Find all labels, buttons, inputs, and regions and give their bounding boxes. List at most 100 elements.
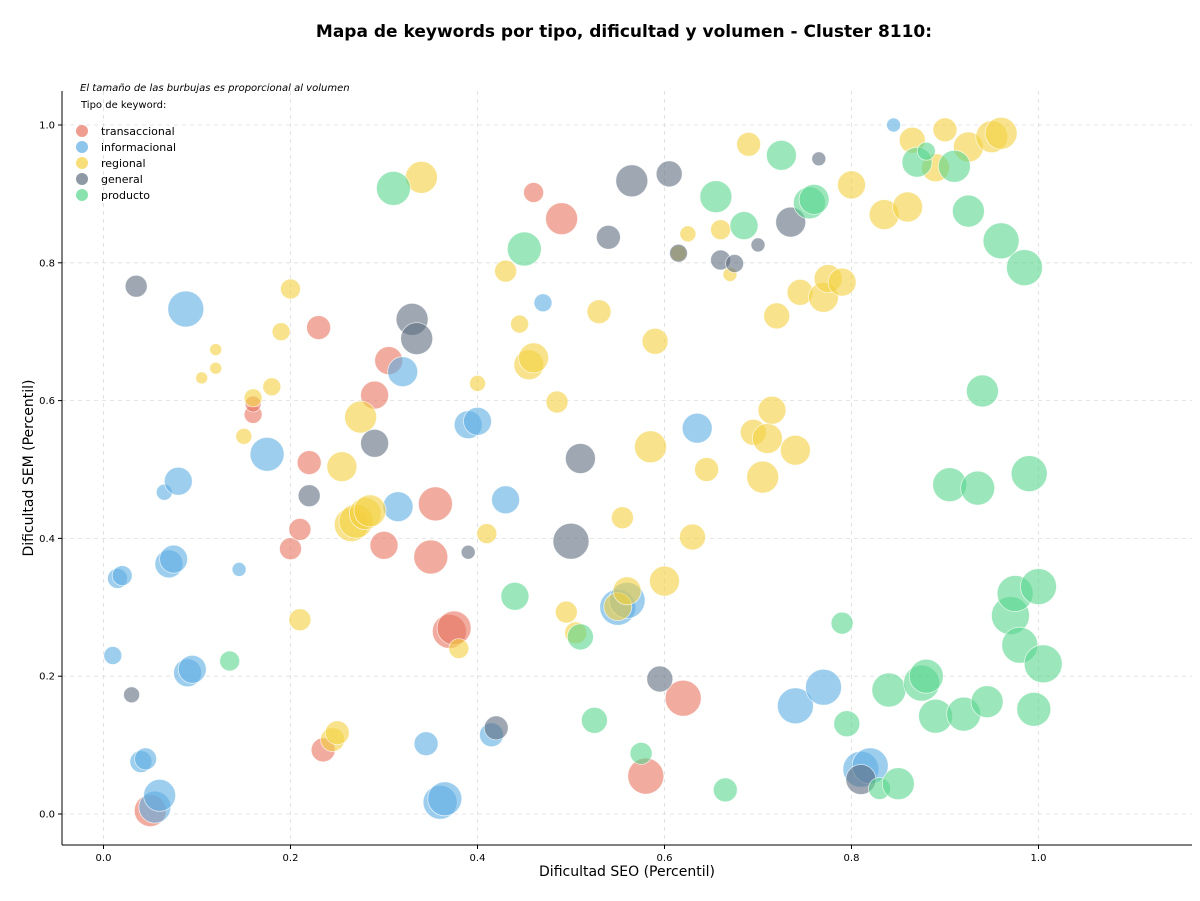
legend: transaccional informacional regional genera… xyxy=(76,125,176,202)
legend-label-informacional: informacional xyxy=(101,141,176,154)
bubble-producto-16 xyxy=(871,672,907,708)
bubble-regional-30 xyxy=(611,506,634,530)
legend-label-general: general xyxy=(101,173,143,186)
bubble-regional-0 xyxy=(195,371,209,385)
bubble-producto-2 xyxy=(500,581,530,611)
bubble-producto-17 xyxy=(881,767,915,801)
bubble-producto-34 xyxy=(1006,249,1043,287)
bubble-regional-37 xyxy=(679,523,706,551)
bubble-regional-11 xyxy=(326,451,358,483)
bubble-regional-20 xyxy=(476,523,498,544)
bubble-regional-6 xyxy=(271,322,291,342)
bubble-informacional-16 xyxy=(382,491,414,523)
bubble-regional-1 xyxy=(209,343,223,357)
bubble-regional-4 xyxy=(243,388,263,408)
bubble-informacional-11 xyxy=(167,290,205,328)
bubble-informacional-33 xyxy=(886,117,901,133)
bubble-regional-14 xyxy=(344,400,378,434)
bubble-producto-30 xyxy=(982,222,1020,260)
bubble-informacional-29 xyxy=(777,687,814,725)
bubble-regional-32 xyxy=(634,430,667,464)
bubble-producto-21 xyxy=(908,658,944,694)
bubble-informacional-17 xyxy=(387,356,419,388)
bubble-informacional-9 xyxy=(159,544,189,574)
bubble-producto-10 xyxy=(766,139,797,171)
bubble-general-0 xyxy=(123,686,141,704)
bubble-informacional-4 xyxy=(134,747,158,771)
bubble-regional-3 xyxy=(235,427,253,445)
bubble-general-11 xyxy=(615,164,649,198)
bubble-transaccional-6 xyxy=(306,315,332,341)
x-tick-label-3: 0.6 xyxy=(657,853,673,864)
bubble-producto-0 xyxy=(219,650,241,672)
bubble-regional-7 xyxy=(280,278,301,300)
bubble-informacional-15 xyxy=(249,436,285,472)
bubble-producto-35 xyxy=(1010,455,1048,493)
bubble-producto-1 xyxy=(375,170,411,206)
bubble-transaccional-15 xyxy=(523,182,544,203)
bubble-transaccional-12 xyxy=(417,486,453,522)
bubble-general-17 xyxy=(750,237,766,253)
bubble-general-2 xyxy=(297,484,321,508)
bubble-informacional-14 xyxy=(231,562,247,577)
bubble-regional-22 xyxy=(510,314,529,334)
bubble-informacional-0 xyxy=(103,646,123,665)
bubble-transaccional-9 xyxy=(369,530,399,560)
bubble-general-9 xyxy=(565,443,596,474)
y-tick-label-1: 0.2 xyxy=(39,672,55,683)
y-tick-label-0: 0.0 xyxy=(39,810,55,821)
bubble-transaccional-4 xyxy=(288,518,312,541)
bubble-general-13 xyxy=(655,160,683,188)
bubble-producto-27 xyxy=(970,685,1004,719)
bubble-producto-26 xyxy=(966,374,999,408)
bubble-general-3 xyxy=(360,428,390,458)
bubble-regional-60 xyxy=(984,116,1018,150)
bubble-regional-26 xyxy=(554,600,578,624)
bubble-informacional-2 xyxy=(111,565,133,586)
bubble-general-10 xyxy=(596,224,621,250)
x-tick-label-4: 0.8 xyxy=(844,853,860,864)
legend-label-transaccional: transaccional xyxy=(101,125,175,138)
bubble-regional-41 xyxy=(736,131,761,157)
bubble-general-6 xyxy=(460,544,476,560)
bubble-informacional-13 xyxy=(177,654,207,684)
bubble-transaccional-3 xyxy=(279,537,302,561)
bubble-regional-47 xyxy=(780,434,811,466)
bubble-producto-9 xyxy=(729,211,759,241)
bubble-general-14 xyxy=(669,243,688,263)
bubble-regional-39 xyxy=(710,219,731,241)
bubble-producto-8 xyxy=(712,777,738,803)
bubble-regional-24 xyxy=(518,342,549,374)
bubble-regional-38 xyxy=(694,457,719,482)
bubble-regional-51 xyxy=(827,267,857,297)
bubble-regional-10 xyxy=(324,720,350,746)
legend-label-regional: regional xyxy=(101,157,146,170)
x-tick-label-2: 0.4 xyxy=(470,853,486,864)
bubble-producto-19 xyxy=(916,141,936,161)
legend-marker-general xyxy=(76,173,88,185)
bubble-regional-21 xyxy=(494,259,518,283)
bubble-size-note: El tamaño de las burbujas es proporciona… xyxy=(80,83,350,94)
y-tick-label-2: 0.4 xyxy=(39,534,55,545)
bubble-producto-29 xyxy=(960,470,996,506)
legend-marker-informacional xyxy=(76,141,88,153)
y-axis-label: Dificultad SEM (Percentil) xyxy=(21,380,37,557)
bubble-general-5 xyxy=(400,322,434,356)
tick-labels: 0.0 0.2 0.4 0.6 0.8 1.0 0.0 0.2 0.4 0.6 0.8 1.0 xyxy=(39,121,1046,865)
bubble-regional-44 xyxy=(752,423,783,454)
bubble-regional-25 xyxy=(545,390,569,414)
bubble-regional-2 xyxy=(209,361,223,375)
bubble-regional-34 xyxy=(649,565,680,597)
bubble-transaccional-18 xyxy=(664,679,702,717)
bubble-producto-38 xyxy=(1023,644,1063,684)
bubble-informacional-25 xyxy=(533,293,553,313)
bubble-producto-6 xyxy=(629,742,653,765)
x-tick-label-1: 0.2 xyxy=(283,853,299,864)
bubble-regional-31 xyxy=(612,576,642,606)
bubble-regional-33 xyxy=(641,327,669,355)
bubbles xyxy=(103,116,1063,827)
bubble-producto-36 xyxy=(1016,691,1052,727)
y-tick-label-4: 0.8 xyxy=(39,258,55,269)
bubble-regional-16 xyxy=(353,494,387,528)
